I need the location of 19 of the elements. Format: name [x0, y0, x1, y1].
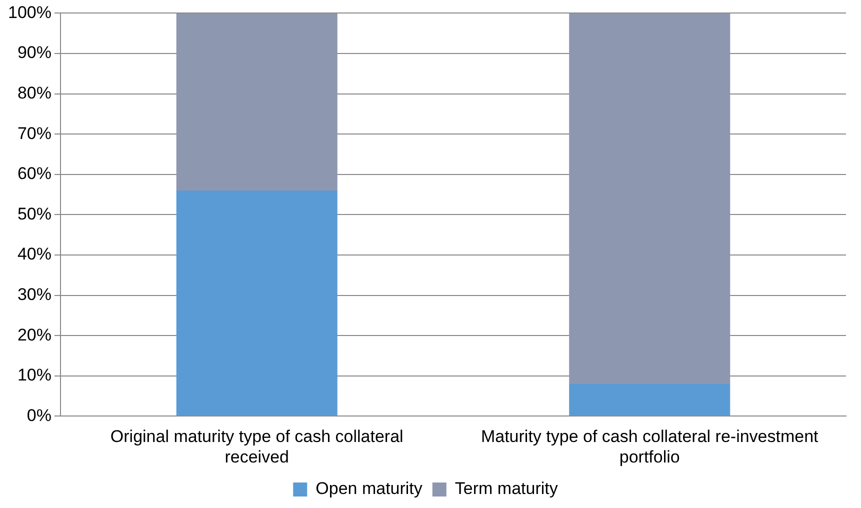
y-tick-label: 90% — [17, 43, 52, 62]
y-tick-label: 50% — [17, 204, 52, 224]
x-tick-label: Original maturity type of cash collateral received — [110, 427, 404, 466]
y-tick-label: 80% — [17, 83, 52, 102]
x-tick-label: Maturity type of cash collateral re-investment portfolio — [480, 427, 819, 466]
y-tick-label: 10% — [17, 366, 52, 385]
y-tick-label: 40% — [17, 244, 52, 264]
bar — [176, 13, 338, 191]
y-tick-label: 30% — [17, 284, 52, 304]
y-tick-label: 60% — [17, 164, 52, 184]
bar — [569, 13, 730, 384]
bar — [569, 384, 730, 416]
y-tick-label: 100% — [8, 2, 52, 22]
legend-label: Term maturity — [454, 479, 558, 498]
legend-label: Open maturity — [316, 479, 423, 498]
y-tick-label: 70% — [17, 124, 52, 143]
bar — [176, 190, 338, 416]
y-tick-label: 0% — [26, 406, 52, 425]
y-tick-label: 20% — [17, 325, 52, 344]
